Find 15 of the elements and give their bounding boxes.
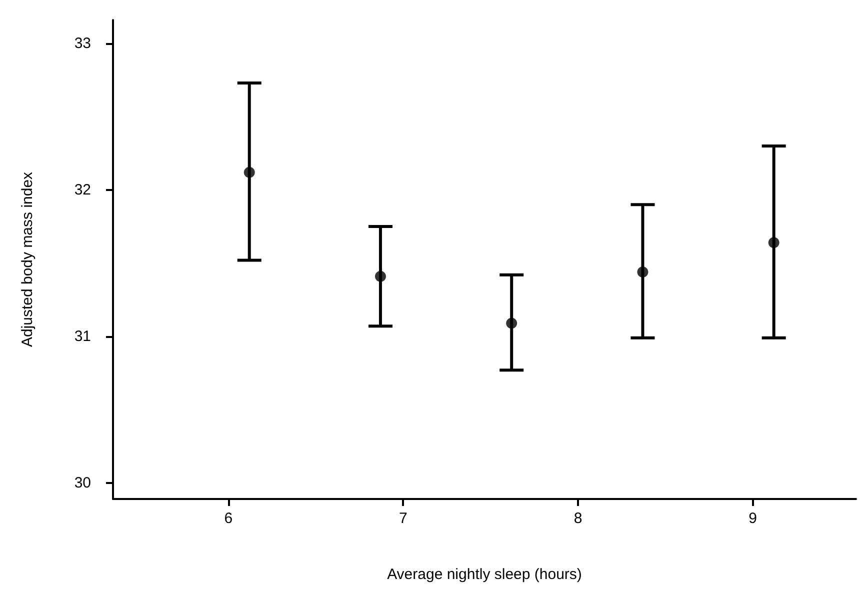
point (506, 318, 518, 329)
point (374, 270, 386, 282)
x-tick-label: 8 (574, 510, 582, 527)
y-tick-label: 32 (74, 181, 91, 198)
y-tick-label: 31 (74, 328, 91, 345)
y-axis-title: Adjusted body mass index (19, 171, 36, 348)
x-tick-label: 9 (748, 510, 758, 527)
point (244, 166, 255, 178)
point (768, 237, 780, 248)
y-tick-label: 33 (74, 34, 91, 52)
y-tick-label: 30 (74, 474, 91, 492)
x-tick-label: 7 (399, 510, 408, 527)
x-tick-label: 6 (224, 510, 233, 527)
x-axis-title: Average nightly sleep (hours) (387, 566, 582, 583)
point (637, 266, 648, 278)
